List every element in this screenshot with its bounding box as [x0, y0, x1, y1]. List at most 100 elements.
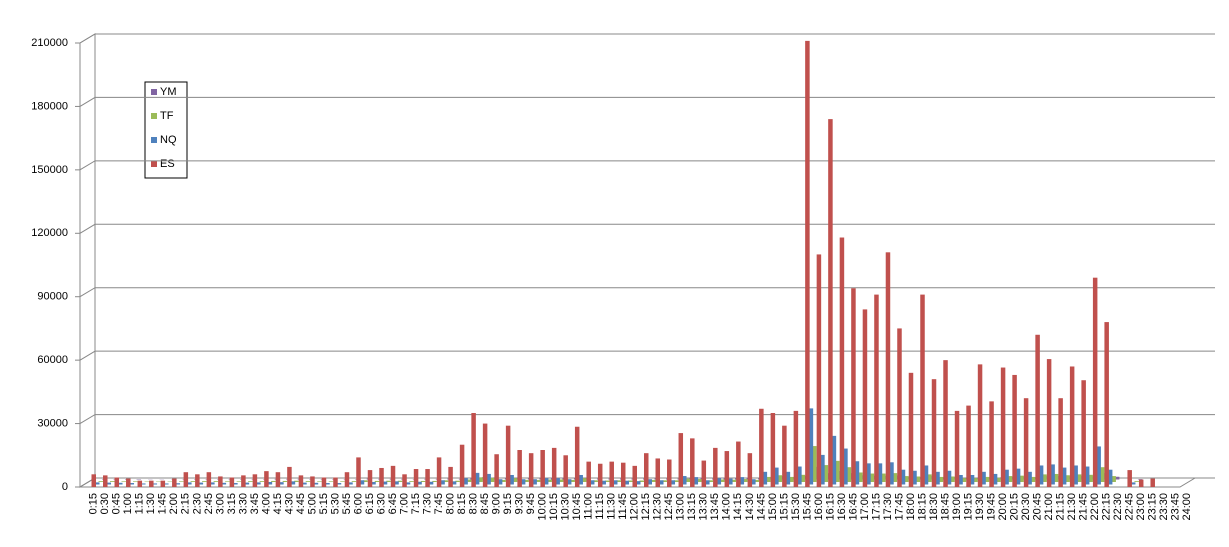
bar: [91, 474, 97, 487]
bar: [333, 477, 338, 487]
x-tick-label: 20:15: [1008, 493, 1020, 521]
x-tick-label: 5:15: [318, 493, 330, 514]
bar: [1012, 374, 1017, 487]
bar: [820, 454, 825, 485]
bar: [981, 471, 986, 485]
bar: [229, 477, 235, 487]
bar: [846, 467, 852, 482]
bar: [931, 379, 937, 487]
x-tick-label: 23:45: [1170, 493, 1182, 521]
bar: [839, 237, 845, 487]
bar: [889, 462, 894, 485]
bar: [770, 413, 776, 487]
bar: [574, 426, 580, 487]
bar: [509, 474, 514, 485]
x-tick-label: 12:30: [652, 493, 664, 521]
bar: [693, 477, 699, 485]
bar: [340, 481, 345, 482]
bar: [923, 465, 929, 485]
bar: [213, 481, 219, 482]
legend-label: TF: [160, 110, 174, 122]
legend-label: NQ: [160, 134, 177, 146]
bar: [816, 254, 822, 487]
bar: [118, 482, 123, 485]
bar: [321, 477, 327, 487]
bar: [996, 477, 1001, 482]
bar: [728, 478, 733, 485]
bar: [697, 479, 702, 482]
bar: [851, 288, 856, 487]
bar: [359, 480, 365, 485]
x-tick-label: 17:30: [882, 493, 894, 521]
bar: [635, 481, 641, 485]
bar: [264, 471, 269, 487]
bar: [935, 471, 940, 485]
x-tick-label: 16:00: [813, 493, 825, 521]
bar: [616, 480, 621, 482]
bar: [973, 478, 978, 482]
legend-swatch: [151, 89, 157, 95]
bar: [325, 483, 330, 485]
bar: [256, 482, 261, 485]
bar: [302, 482, 307, 485]
x-tick-label: 0:30: [99, 493, 111, 514]
bar: [486, 473, 491, 485]
x-tick-label: 19:00: [951, 493, 963, 521]
x-tick-label: 19:15: [962, 493, 974, 521]
bar: [900, 469, 906, 485]
y-tick-label: 60000: [37, 354, 68, 366]
bar: [198, 482, 204, 485]
bar: [609, 461, 614, 487]
bar: [1030, 476, 1036, 482]
bar: [248, 481, 253, 482]
bar: [644, 453, 649, 487]
bar: [954, 410, 960, 487]
bar: [1150, 478, 1155, 487]
bar: [466, 479, 472, 482]
x-tick-label: 14:15: [732, 493, 744, 521]
x-tick-label: 10:45: [571, 493, 583, 521]
x-tick-label: 17:45: [893, 493, 905, 521]
bar: [1035, 334, 1040, 487]
bar: [670, 480, 676, 485]
x-tick-label: 20:45: [1032, 493, 1044, 521]
bar: [713, 447, 718, 487]
bar: [374, 480, 380, 482]
bar: [532, 479, 537, 485]
bar: [540, 450, 545, 487]
bar: [720, 479, 725, 482]
bar: [828, 119, 833, 487]
x-tick-label: 17:00: [859, 493, 871, 521]
bar: [206, 472, 212, 487]
bar: [989, 401, 994, 487]
bar: [351, 481, 357, 482]
legend-swatch: [151, 161, 157, 167]
x-tick-label: 8:30: [468, 493, 480, 514]
bar: [501, 479, 506, 482]
bar: [95, 482, 100, 485]
bar: [881, 473, 886, 482]
bar: [336, 483, 342, 485]
x-tick-label: 11:45: [617, 493, 629, 520]
x-tick-label: 20:00: [997, 493, 1009, 521]
bar: [279, 482, 284, 485]
bar: [624, 480, 629, 485]
bar: [612, 480, 618, 485]
bar: [241, 475, 246, 487]
bar: [397, 480, 403, 482]
x-tick-label: 16:45: [847, 493, 859, 521]
bar: [854, 461, 860, 485]
bar: [187, 482, 192, 485]
bar: [558, 479, 564, 482]
x-tick-label: 4:45: [295, 493, 307, 514]
bar: [678, 433, 684, 487]
bar: [1138, 479, 1144, 487]
bar: [1053, 473, 1059, 482]
bar: [348, 482, 353, 485]
bar: [183, 472, 189, 487]
bar: [1076, 474, 1082, 482]
grid-line: [79, 33, 1215, 44]
bar: [690, 438, 695, 487]
bar: [805, 40, 810, 488]
x-tick-label: 1:00: [122, 493, 134, 514]
